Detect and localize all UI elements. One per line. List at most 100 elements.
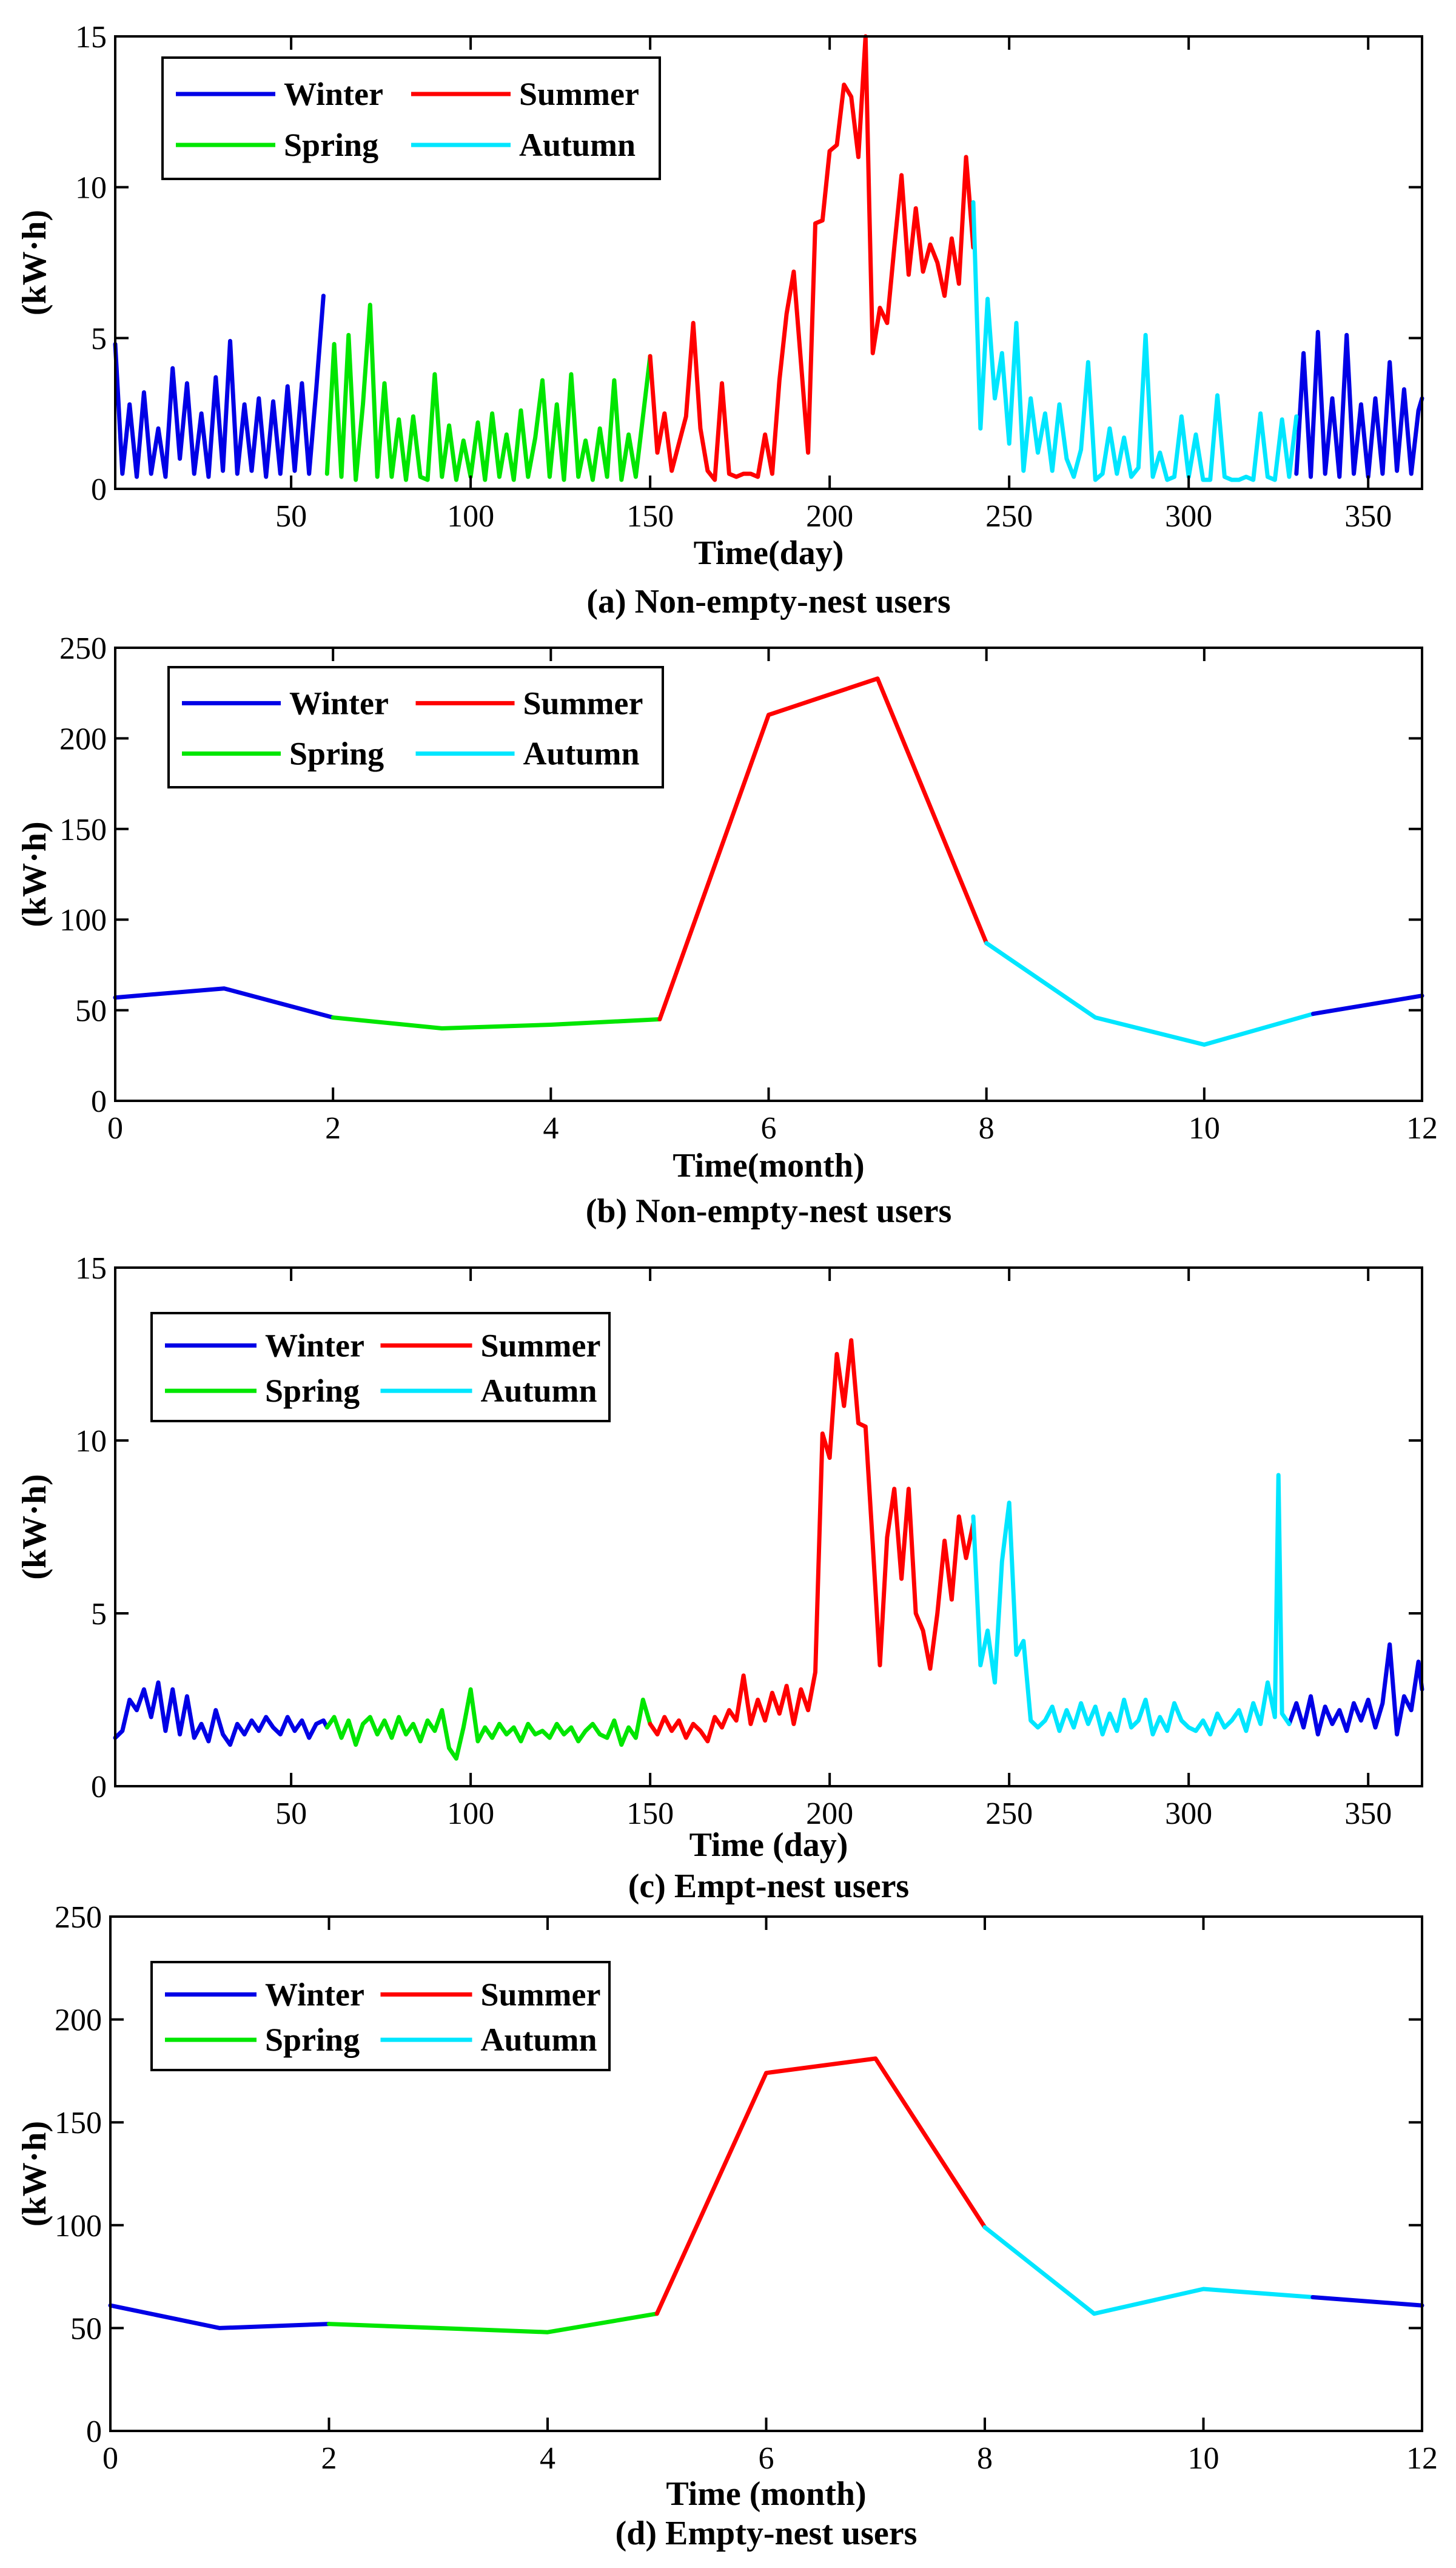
series-line-spring <box>330 1015 662 1030</box>
x-tick-label: 200 <box>806 499 853 534</box>
x-tick-label: 100 <box>447 499 494 534</box>
y-tick-label: 100 <box>59 903 107 938</box>
series-line-autumn <box>971 1473 1292 1736</box>
y-tick-label: 0 <box>86 2415 102 2449</box>
legend: Winter Summer Spring Autumn <box>150 1312 611 1422</box>
x-tick-label: 150 <box>626 1797 674 1831</box>
chart-caption: (a) Non-empty-nest users <box>586 583 950 620</box>
series-line-summer <box>657 676 989 1021</box>
x-tick-label: 50 <box>275 1797 307 1831</box>
y-tick-label: 150 <box>55 2106 102 2140</box>
x-tick-label: 4 <box>540 2441 555 2476</box>
legend-label-autumn: Autumn <box>481 1373 597 1409</box>
x-tick-label: 2 <box>321 2441 337 2476</box>
chart-panel-b: 0 2 4 6 8 10 12 0 50 100 150 200 250 Time(month) (kW·h… <box>16 631 1438 1230</box>
x-tick-label: 350 <box>1344 1797 1392 1831</box>
legend-label-spring: Spring <box>289 736 384 772</box>
legend: Winter Summer Spring Autumn <box>167 666 664 788</box>
plot-area <box>113 1338 1424 1761</box>
legend-label-summer: Summer <box>519 76 639 112</box>
legend-label-winter: Winter <box>284 76 383 112</box>
x-tick-label: 150 <box>626 499 674 534</box>
legend: Winter Summer Spring Autumn <box>161 56 661 180</box>
x-tick-label: 200 <box>806 1797 853 1831</box>
legend-box <box>161 56 661 180</box>
x-tick-label: 250 <box>985 1797 1033 1831</box>
axes-frame <box>114 35 1423 490</box>
x-tick-label: 50 <box>275 499 307 534</box>
x-tick-label: 12 <box>1406 1111 1438 1146</box>
series-line-winter <box>1294 329 1424 479</box>
chart-caption: (d) Empty-nest users <box>616 2515 918 2552</box>
y-tick-label: 15 <box>75 1251 107 1286</box>
x-axis-label: Time (month) <box>666 2475 866 2513</box>
plot-area <box>113 34 1424 482</box>
legend-label-winter: Winter <box>265 1327 364 1363</box>
x-tick-label: 4 <box>543 1111 559 1146</box>
y-tick-label: 50 <box>70 2311 102 2346</box>
x-tick-label: 8 <box>977 2441 993 2476</box>
x-tick-label: 250 <box>985 499 1033 534</box>
y-tick-label: 0 <box>91 1770 107 1804</box>
legend-box <box>150 1961 611 2071</box>
legend-label-winter: Winter <box>265 1976 364 2012</box>
x-axis-label: Time(month) <box>673 1147 864 1185</box>
series-line-spring <box>327 2311 659 2334</box>
legend-box <box>150 1312 611 1422</box>
chart-panel-d: 0 2 4 6 8 10 12 0 50 100 150 200 250 Time (month) (kW·… <box>16 1900 1438 2552</box>
x-tick-label: 0 <box>107 1111 123 1146</box>
x-tick-label: 6 <box>761 1111 777 1146</box>
legend-label-spring: Spring <box>265 1373 360 1409</box>
series-line-winter <box>113 986 335 1020</box>
y-tick-label: 250 <box>59 631 107 666</box>
series-line-autumn <box>984 941 1315 1047</box>
x-tick-label: 6 <box>759 2441 774 2476</box>
series-line-spring <box>324 303 653 482</box>
legend-label-summer: Summer <box>481 1976 601 2012</box>
legend-label-summer: Summer <box>481 1327 601 1363</box>
y-tick-label: 200 <box>59 722 107 756</box>
legend-box <box>167 666 664 788</box>
series-line-winter <box>1287 1642 1424 1736</box>
y-tick-label: 0 <box>91 472 107 507</box>
legend-label-autumn: Autumn <box>481 2022 597 2058</box>
x-tick-label: 2 <box>325 1111 341 1146</box>
series-line-winter <box>113 294 326 479</box>
x-tick-label: 300 <box>1165 499 1212 534</box>
x-axis-label: Time (day) <box>689 1826 848 1864</box>
y-tick-label: 10 <box>75 171 107 206</box>
y-tick-label: 50 <box>75 994 107 1029</box>
y-axis-label: (kW·h) <box>16 1474 53 1579</box>
legend-label-winter: Winter <box>289 685 389 721</box>
chart-caption: (b) Non-empty-nest users <box>586 1192 952 1230</box>
chart-caption: (c) Empt-nest users <box>628 1867 909 1905</box>
series-line-summer <box>648 34 976 482</box>
x-tick-label: 300 <box>1165 1797 1212 1831</box>
y-tick-label: 0 <box>91 1084 107 1119</box>
y-tick-label: 150 <box>59 813 107 847</box>
legend: Winter Summer Spring Autumn <box>150 1961 611 2071</box>
y-tick-label: 5 <box>91 1597 107 1632</box>
series-line-winter <box>113 1680 329 1747</box>
chart-panel-c: 50 100 150 200 250 300 350 0 5 10 15 Time (day) (kW·… <box>16 1251 1424 1905</box>
y-axis-label: (kW·h) <box>16 210 53 315</box>
legend-label-autumn: Autumn <box>523 736 640 772</box>
legend-label-summer: Summer <box>523 685 643 721</box>
y-tick-label: 200 <box>55 2003 102 2038</box>
legend-label-spring: Spring <box>265 2022 360 2058</box>
chart-panel-a: 50 100 150 200 250 300 350 0 5 10 15 Time(day) (kW·h… <box>16 20 1424 620</box>
series-line-autumn <box>971 200 1299 482</box>
x-tick-label: 350 <box>1344 499 1392 534</box>
series-line-spring <box>324 1687 653 1761</box>
y-axis-label: (kW·h) <box>16 2121 53 2227</box>
x-tick-label: 10 <box>1188 2441 1219 2476</box>
y-tick-label: 100 <box>55 2209 102 2244</box>
y-tick-label: 5 <box>91 321 107 356</box>
y-axis-label: (kW·h) <box>16 821 53 927</box>
x-tick-label: 8 <box>979 1111 995 1146</box>
x-tick-label: 12 <box>1406 2441 1438 2476</box>
x-tick-label: 0 <box>102 2441 118 2476</box>
series-line-autumn <box>982 2225 1315 2316</box>
series-line-winter <box>108 2303 331 2330</box>
